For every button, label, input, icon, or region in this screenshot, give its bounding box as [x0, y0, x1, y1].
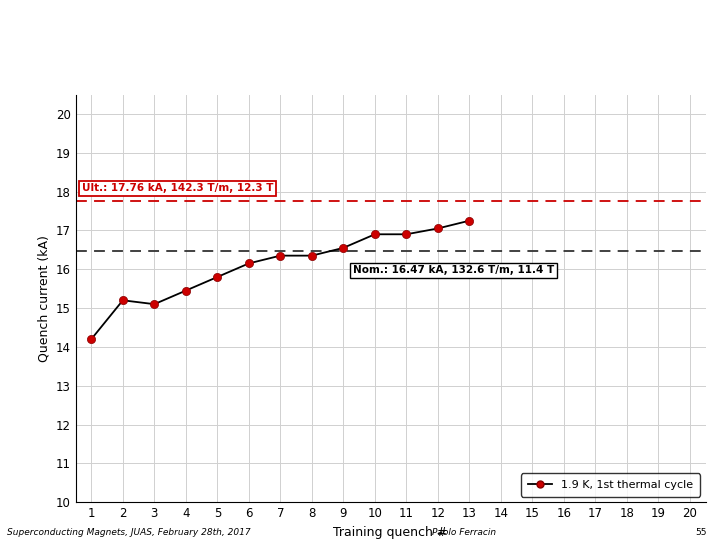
Text: Ult.: 17.76 kA, 142.3 T/m, 12.3 T: Ult.: 17.76 kA, 142.3 T/m, 12.3 T — [82, 183, 274, 193]
Text: Paolo Ferracin: Paolo Ferracin — [432, 528, 496, 537]
Text: MQXFS 01 test: MQXFS 01 test — [335, 13, 457, 31]
Point — [306, 251, 318, 260]
Point — [274, 251, 286, 260]
Point — [432, 224, 444, 233]
Text: Superconducting Magnets, JUAS, February 28th, 2017: Superconducting Magnets, JUAS, February … — [7, 528, 251, 537]
Point — [338, 244, 349, 252]
Point — [400, 230, 412, 239]
Point — [148, 300, 160, 308]
Y-axis label: Quench current (kA): Quench current (kA) — [37, 235, 50, 362]
Point — [243, 259, 255, 268]
X-axis label: Training quench #: Training quench # — [333, 525, 448, 538]
Legend: 1.9 K, 1st thermal cycle: 1.9 K, 1st thermal cycle — [521, 474, 700, 497]
Text: Nom.: 16.47 kA, 132.6 T/m, 11.4 T: Nom.: 16.47 kA, 132.6 T/m, 11.4 T — [353, 266, 554, 275]
Text: 55: 55 — [695, 528, 706, 537]
Text: CERN: CERN — [16, 25, 48, 35]
Point — [117, 296, 129, 305]
Text: First test of Hi. Lumi Nb₃Sn IR quadrupole: First test of Hi. Lumi Nb₃Sn IR quadrupo… — [266, 52, 526, 65]
Point — [86, 335, 97, 343]
Point — [369, 230, 381, 239]
Point — [180, 286, 192, 295]
Point — [212, 273, 223, 281]
Point — [464, 217, 475, 225]
